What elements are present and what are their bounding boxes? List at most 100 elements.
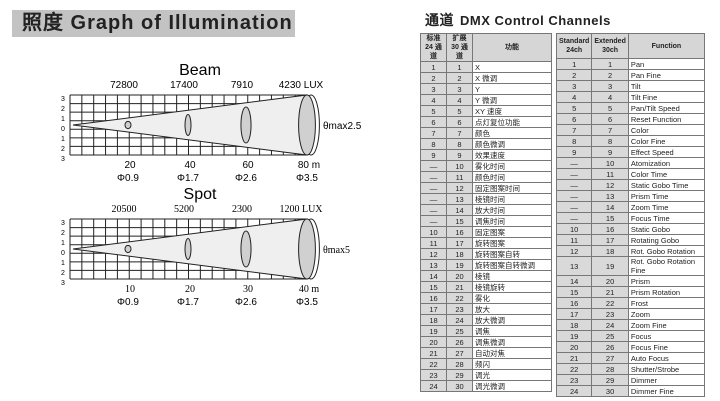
extended-channel: 28 <box>446 358 473 370</box>
standard-channel: 16 <box>555 297 593 309</box>
table-row: 22 28 Shutter/Strobe <box>555 363 706 375</box>
standard-channel: 12 <box>420 248 447 260</box>
extended-channel: 4 <box>446 94 473 106</box>
table-row: 5 5 XY 速度 <box>420 105 552 117</box>
table-header: Standard 24ch Extended 30ch Function <box>555 33 706 59</box>
extended-channel: 12 <box>446 182 473 194</box>
function: Zoom Fine <box>627 319 706 331</box>
table-row: 11 17 旋转图案 <box>420 237 552 249</box>
standard-channel: 7 <box>420 127 447 139</box>
standard-channel: 5 <box>555 102 593 114</box>
extended-channel: 30 <box>591 385 629 397</box>
extended-channel: 4 <box>591 91 629 103</box>
table-row: 21 27 自动对焦 <box>420 347 552 359</box>
table-row: 14 20 Prism <box>555 275 706 287</box>
function: Focus Time <box>627 212 706 224</box>
table-row: —15 Focus Time <box>555 212 706 224</box>
extended-channel: 26 <box>591 341 629 353</box>
standard-channel: 14 <box>555 275 593 287</box>
column-header: Function <box>627 33 706 59</box>
table-row: 2 2 Pan Fine <box>555 69 706 81</box>
function: 自动对焦 <box>472 347 552 359</box>
extended-channel: 18 <box>446 248 473 260</box>
beam-angle-label: θmax2.5 <box>323 121 362 132</box>
extended-channel: 22 <box>591 297 629 309</box>
standard-channel: — <box>555 179 593 191</box>
standard-channel: 8 <box>555 135 593 147</box>
distance-label: 80 m <box>298 160 320 171</box>
standard-channel: — <box>555 168 593 180</box>
extended-channel: 22 <box>446 292 473 304</box>
table-row: 14 20 棱镜 <box>420 270 552 282</box>
extended-channel: 19 <box>591 256 629 276</box>
function: Rot. Gobo Rotation <box>627 245 706 257</box>
extended-channel: 17 <box>591 234 629 246</box>
standard-channel: 18 <box>555 319 593 331</box>
function: Dimmer Fine <box>627 385 706 397</box>
column-header: 扩展 30 通道 <box>446 33 473 62</box>
function: 雾化 <box>472 292 552 304</box>
table-row: 23 29 Dimmer <box>555 374 706 386</box>
grid-tick-label: 2 <box>61 106 65 113</box>
table-row: 4 4 Tilt Fine <box>555 91 706 103</box>
standard-channel: 5 <box>420 105 447 117</box>
lux-value: 1200 LUX <box>279 204 323 215</box>
function: Prism Rotation <box>627 286 706 298</box>
extended-channel: 3 <box>591 80 629 92</box>
function: Atomization <box>627 157 706 169</box>
column-header: Extended 30ch <box>591 33 629 59</box>
standard-channel: 22 <box>420 358 447 370</box>
extended-channel: 15 <box>446 215 473 227</box>
distance-label: 30 <box>243 284 253 295</box>
extended-channel: 7 <box>446 127 473 139</box>
lux-value: 20500 <box>112 204 137 215</box>
standard-channel: 3 <box>555 80 593 92</box>
grid-tick-label: 0 <box>61 250 65 257</box>
function: Y 微调 <box>472 94 552 106</box>
extended-channel: 24 <box>591 319 629 331</box>
distance-label: 20 <box>185 284 195 295</box>
function: Pan/Tilt Speed <box>627 102 706 114</box>
extended-channel: 25 <box>591 330 629 342</box>
standard-channel: 10 <box>420 226 447 238</box>
table-row: 7 7 颜色 <box>420 127 552 139</box>
table-row: 10 16 固定图案 <box>420 226 552 238</box>
function: 放大 <box>472 303 552 315</box>
standard-channel: — <box>420 171 447 183</box>
standard-channel: 13 <box>420 259 447 271</box>
function: Color <box>627 124 706 136</box>
function: 颜色微调 <box>472 138 552 150</box>
table-row: 6 6 点灯复位功能 <box>420 116 552 128</box>
standard-channel: 10 <box>555 223 593 235</box>
function: Zoom Time <box>627 201 706 213</box>
function: 调焦时间 <box>472 215 552 227</box>
grid-tick-label: 2 <box>61 146 65 153</box>
extended-channel: 15 <box>591 212 629 224</box>
function: Pan Fine <box>627 69 706 81</box>
standard-channel: 23 <box>555 374 593 386</box>
function: Rotating Gobo <box>627 234 706 246</box>
beam-ellipse <box>124 244 132 254</box>
column-header: 标准 24 通道 <box>420 33 447 62</box>
grid-tick-label: 0 <box>61 126 65 133</box>
beam-ellipse <box>298 94 316 156</box>
table-header: 标准 24 通道 扩展 30 通道 功能 <box>420 33 552 62</box>
extended-channel: 14 <box>446 204 473 216</box>
column-header: Standard 24ch <box>555 33 593 59</box>
table-row: 11 17 Rotating Gobo <box>555 234 706 246</box>
function: 固定图案时间 <box>472 182 552 194</box>
grid-tick-label: 3 <box>61 96 65 103</box>
distance-label: 10 <box>125 284 135 295</box>
standard-channel: 14 <box>420 270 447 282</box>
standard-channel: — <box>420 215 447 227</box>
extended-channel: 1 <box>446 61 473 73</box>
table-row: 6 6 Reset Function <box>555 113 706 125</box>
extended-channel: 11 <box>591 168 629 180</box>
standard-channel: — <box>420 160 447 172</box>
lux-value: 4230 LUX <box>279 80 324 91</box>
table-row: —11 颜色时间 <box>420 171 552 183</box>
table-row: —13 Prism Time <box>555 190 706 202</box>
extended-channel: 12 <box>591 179 629 191</box>
